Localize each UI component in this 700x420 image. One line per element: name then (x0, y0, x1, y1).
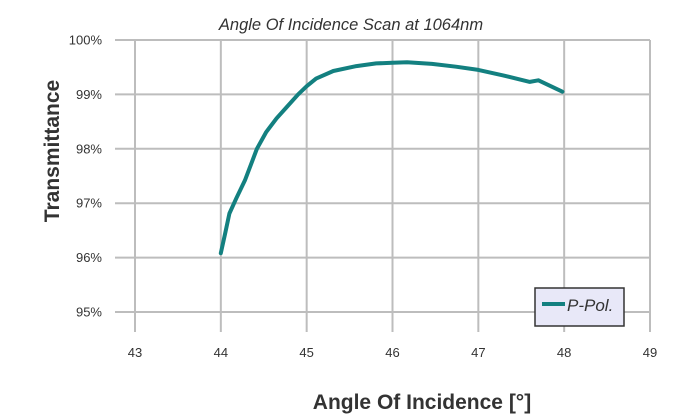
y-axis-ticks: 95% 96% 97% 98% 99% 100% (69, 33, 103, 320)
y-tick-label: 95% (76, 305, 102, 320)
series-line-p-pol (218, 60, 565, 256)
x-tick-label: 49 (643, 345, 657, 360)
x-tick-label: 46 (385, 345, 399, 360)
series-layer (218, 60, 565, 256)
x-tick-label: 45 (299, 345, 313, 360)
y-tick-label: 97% (76, 196, 102, 211)
chart-title: Angle Of Incidence Scan at 1064nm (218, 16, 483, 34)
x-axis-label: Angle Of Incidence [°] (313, 391, 531, 414)
x-tick-label: 47 (471, 345, 485, 360)
y-tick-label: 99% (76, 87, 102, 102)
legend-box (534, 287, 625, 327)
y-tick-label: 96% (76, 250, 102, 265)
legend: P-Pol. (534, 287, 625, 327)
legend-label: P-Pol. (567, 296, 613, 315)
y-tick-label: 98% (76, 141, 102, 156)
y-tick-label: 100% (69, 33, 103, 48)
y-axis-label: Transmittance (41, 80, 64, 222)
x-tick-label: 43 (128, 345, 142, 360)
x-tick-label: 44 (214, 345, 228, 360)
x-tick-label: 48 (557, 345, 571, 360)
x-axis-ticks: 43 44 45 46 47 48 49 (128, 345, 657, 360)
grid (115, 39, 651, 332)
